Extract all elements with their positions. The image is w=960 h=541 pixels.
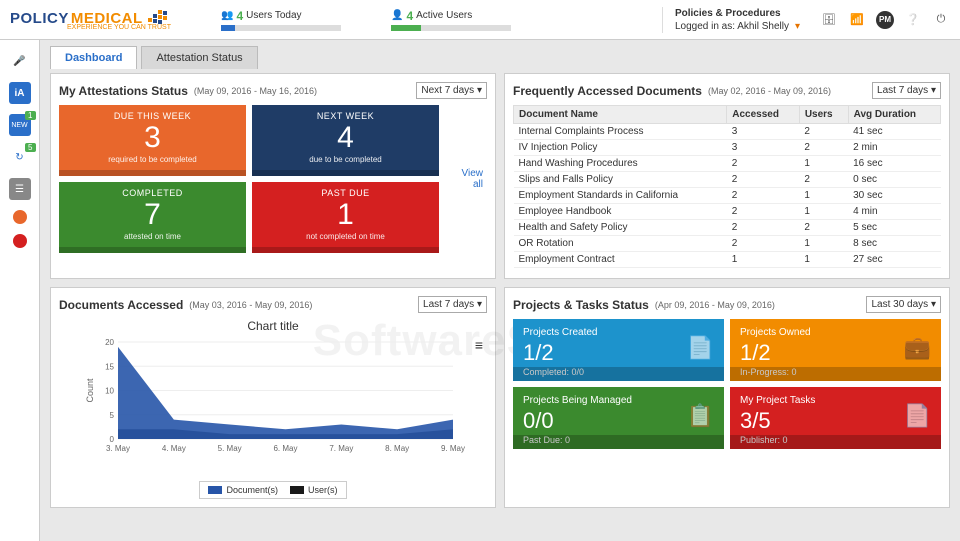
- svg-text:4. May: 4. May: [162, 444, 186, 453]
- svg-text:15: 15: [105, 362, 114, 371]
- list-icon[interactable]: ☰: [9, 178, 31, 200]
- tab-attestation[interactable]: Attestation Status: [141, 46, 257, 69]
- logged-in-label: Logged in as:: [675, 21, 735, 32]
- users-today-bar: [221, 25, 341, 31]
- freq-filter[interactable]: Last 7 days ▾: [872, 82, 941, 99]
- active-users-count: 4: [406, 9, 413, 23]
- docs-date: (May 03, 2016 - May 09, 2016): [189, 300, 312, 310]
- orange-dot-icon[interactable]: [13, 210, 27, 224]
- top-icon-tray: 🗄 📶 PM ❔ ⏻: [820, 11, 950, 29]
- table-row[interactable]: Employee Handbook214 min: [514, 204, 941, 220]
- help-icon[interactable]: ❔: [904, 11, 922, 29]
- svg-text:Count: Count: [85, 378, 95, 403]
- panel-freq-docs: Frequently Accessed Documents (May 02, 2…: [504, 73, 950, 279]
- svg-text:7. May: 7. May: [329, 444, 353, 453]
- col-header[interactable]: Document Name: [514, 106, 727, 124]
- active-users-bar: [391, 25, 511, 31]
- mic-icon[interactable]: 🎤: [9, 50, 31, 72]
- attest-filter[interactable]: Next 7 days ▾: [416, 82, 487, 99]
- tabs: Dashboard Attestation Status: [50, 46, 950, 69]
- panel-projects: Projects & Tasks Status (Apr 09, 2016 - …: [504, 287, 950, 508]
- legend-item[interactable]: User(s): [290, 485, 338, 495]
- table-row[interactable]: Internal Complaints Process3241 sec: [514, 124, 941, 140]
- tab-dashboard[interactable]: Dashboard: [50, 46, 137, 69]
- users-today-stat: 👥 4 Users Today: [221, 9, 341, 31]
- project-card-1[interactable]: Projects Owned1/2In-Progress: 0💼: [730, 319, 941, 381]
- freq-table: Document NameAccessedUsersAvg Duration I…: [513, 105, 941, 270]
- table-row[interactable]: OR Rotation218 sec: [514, 236, 941, 252]
- attest-date: (May 09, 2016 - May 16, 2016): [194, 86, 317, 96]
- project-card-2[interactable]: Projects Being Managed0/0Past Due: 0📋: [513, 387, 724, 449]
- svg-text:20: 20: [105, 338, 114, 347]
- panel-docs-accessed: Documents Accessed (May 03, 2016 - May 0…: [50, 287, 496, 508]
- project-card-0[interactable]: Projects Created1/2Completed: 0/0📄: [513, 319, 724, 381]
- section-title: Policies & Procedures: [675, 7, 800, 20]
- freq-title: Frequently Accessed Documents: [513, 84, 702, 98]
- table-row[interactable]: IV Injection Policy322 min: [514, 140, 941, 156]
- logo-policy-text: POLICY: [10, 10, 69, 27]
- chart-menu-icon[interactable]: ≡: [475, 337, 483, 353]
- power-icon[interactable]: ⏻: [932, 11, 950, 29]
- docs-title: Documents Accessed: [59, 298, 183, 312]
- chart-legend: Document(s) User(s): [199, 481, 346, 499]
- proj-date: (Apr 09, 2016 - May 09, 2016): [655, 300, 775, 310]
- table-row[interactable]: Employment Standards in California2130 s…: [514, 188, 941, 204]
- svg-text:9. May: 9. May: [441, 444, 465, 453]
- active-users-stat: 👤 4 Active Users: [391, 9, 511, 31]
- table-row[interactable]: Hand Washing Procedures2116 sec: [514, 156, 941, 172]
- wifi-icon[interactable]: 📶: [848, 11, 866, 29]
- svg-text:5. May: 5. May: [218, 444, 242, 453]
- logo[interactable]: POLICY MEDICAL EXPERIENCE YOU CAN TRUST: [10, 8, 171, 31]
- svg-text:8. May: 8. May: [385, 444, 409, 453]
- logged-in-user: Akhil Shelly: [737, 21, 789, 32]
- svg-text:0: 0: [110, 435, 115, 444]
- attest-card-3[interactable]: PAST DUE1not completed on time: [252, 182, 439, 253]
- login-info[interactable]: Policies & Procedures Logged in as: Akhi…: [662, 7, 800, 33]
- col-header[interactable]: Accessed: [727, 106, 800, 124]
- svg-text:5: 5: [110, 411, 115, 420]
- proj-filter[interactable]: Last 30 days ▾: [866, 296, 941, 313]
- active-user-icon: 👤: [391, 10, 403, 21]
- users-today-label: Users Today: [246, 10, 301, 21]
- svg-text:10: 10: [105, 387, 114, 396]
- top-bar: POLICY MEDICAL EXPERIENCE YOU CAN TRUST …: [0, 0, 960, 40]
- table-row[interactable]: Slips and Falls Policy220 sec: [514, 172, 941, 188]
- ia-icon[interactable]: iA: [9, 82, 31, 104]
- chevron-down-icon[interactable]: ▾: [795, 21, 800, 32]
- table-row[interactable]: Employment Contract1127 sec: [514, 252, 941, 268]
- db-icon[interactable]: 🗄: [820, 11, 838, 29]
- col-header[interactable]: Users: [799, 106, 848, 124]
- freq-date: (May 02, 2016 - May 09, 2016): [708, 86, 831, 96]
- proj-title: Projects & Tasks Status: [513, 298, 649, 312]
- left-sidebar: 🎤 iA NEW1 ↻5 ☰: [0, 40, 40, 541]
- docs-filter[interactable]: Last 7 days ▾: [418, 296, 487, 313]
- attest-card-0[interactable]: DUE THIS WEEK3required to be completed: [59, 105, 246, 176]
- pm-icon[interactable]: PM: [876, 11, 894, 29]
- attest-title: My Attestations Status: [59, 84, 188, 98]
- active-users-label: Active Users: [416, 10, 472, 21]
- table-row[interactable]: Code of Conduct110 sec: [514, 268, 941, 271]
- content-area: SoftwareSuggest Dashboard Attestation St…: [40, 40, 960, 541]
- svg-text:6. May: 6. May: [273, 444, 297, 453]
- users-today-count: 4: [236, 9, 243, 23]
- table-row[interactable]: Health and Safety Policy225 sec: [514, 220, 941, 236]
- chart: ≡ 0 5 10 15 20 Count 3. May 4. May 5. May 6. May 7…: [59, 337, 487, 477]
- legend-item[interactable]: Document(s): [208, 485, 278, 495]
- panel-attestations: My Attestations Status (May 09, 2016 - M…: [50, 73, 496, 279]
- attest-card-1[interactable]: NEXT WEEK4due to be completed: [252, 105, 439, 176]
- sync-icon[interactable]: ↻5: [9, 146, 31, 168]
- view-all-link[interactable]: View all: [445, 164, 487, 194]
- chart-title: Chart title: [59, 319, 487, 333]
- svg-text:3. May: 3. May: [106, 444, 130, 453]
- attest-card-2[interactable]: COMPLETED7attested on time: [59, 182, 246, 253]
- logo-tagline: EXPERIENCE YOU CAN TRUST: [67, 24, 171, 31]
- project-card-3[interactable]: My Project Tasks3/5Publisher: 0📄: [730, 387, 941, 449]
- users-icon: 👥: [221, 10, 233, 21]
- col-header[interactable]: Avg Duration: [848, 106, 940, 124]
- new-icon[interactable]: NEW1: [9, 114, 31, 136]
- red-dot-icon[interactable]: [13, 234, 27, 248]
